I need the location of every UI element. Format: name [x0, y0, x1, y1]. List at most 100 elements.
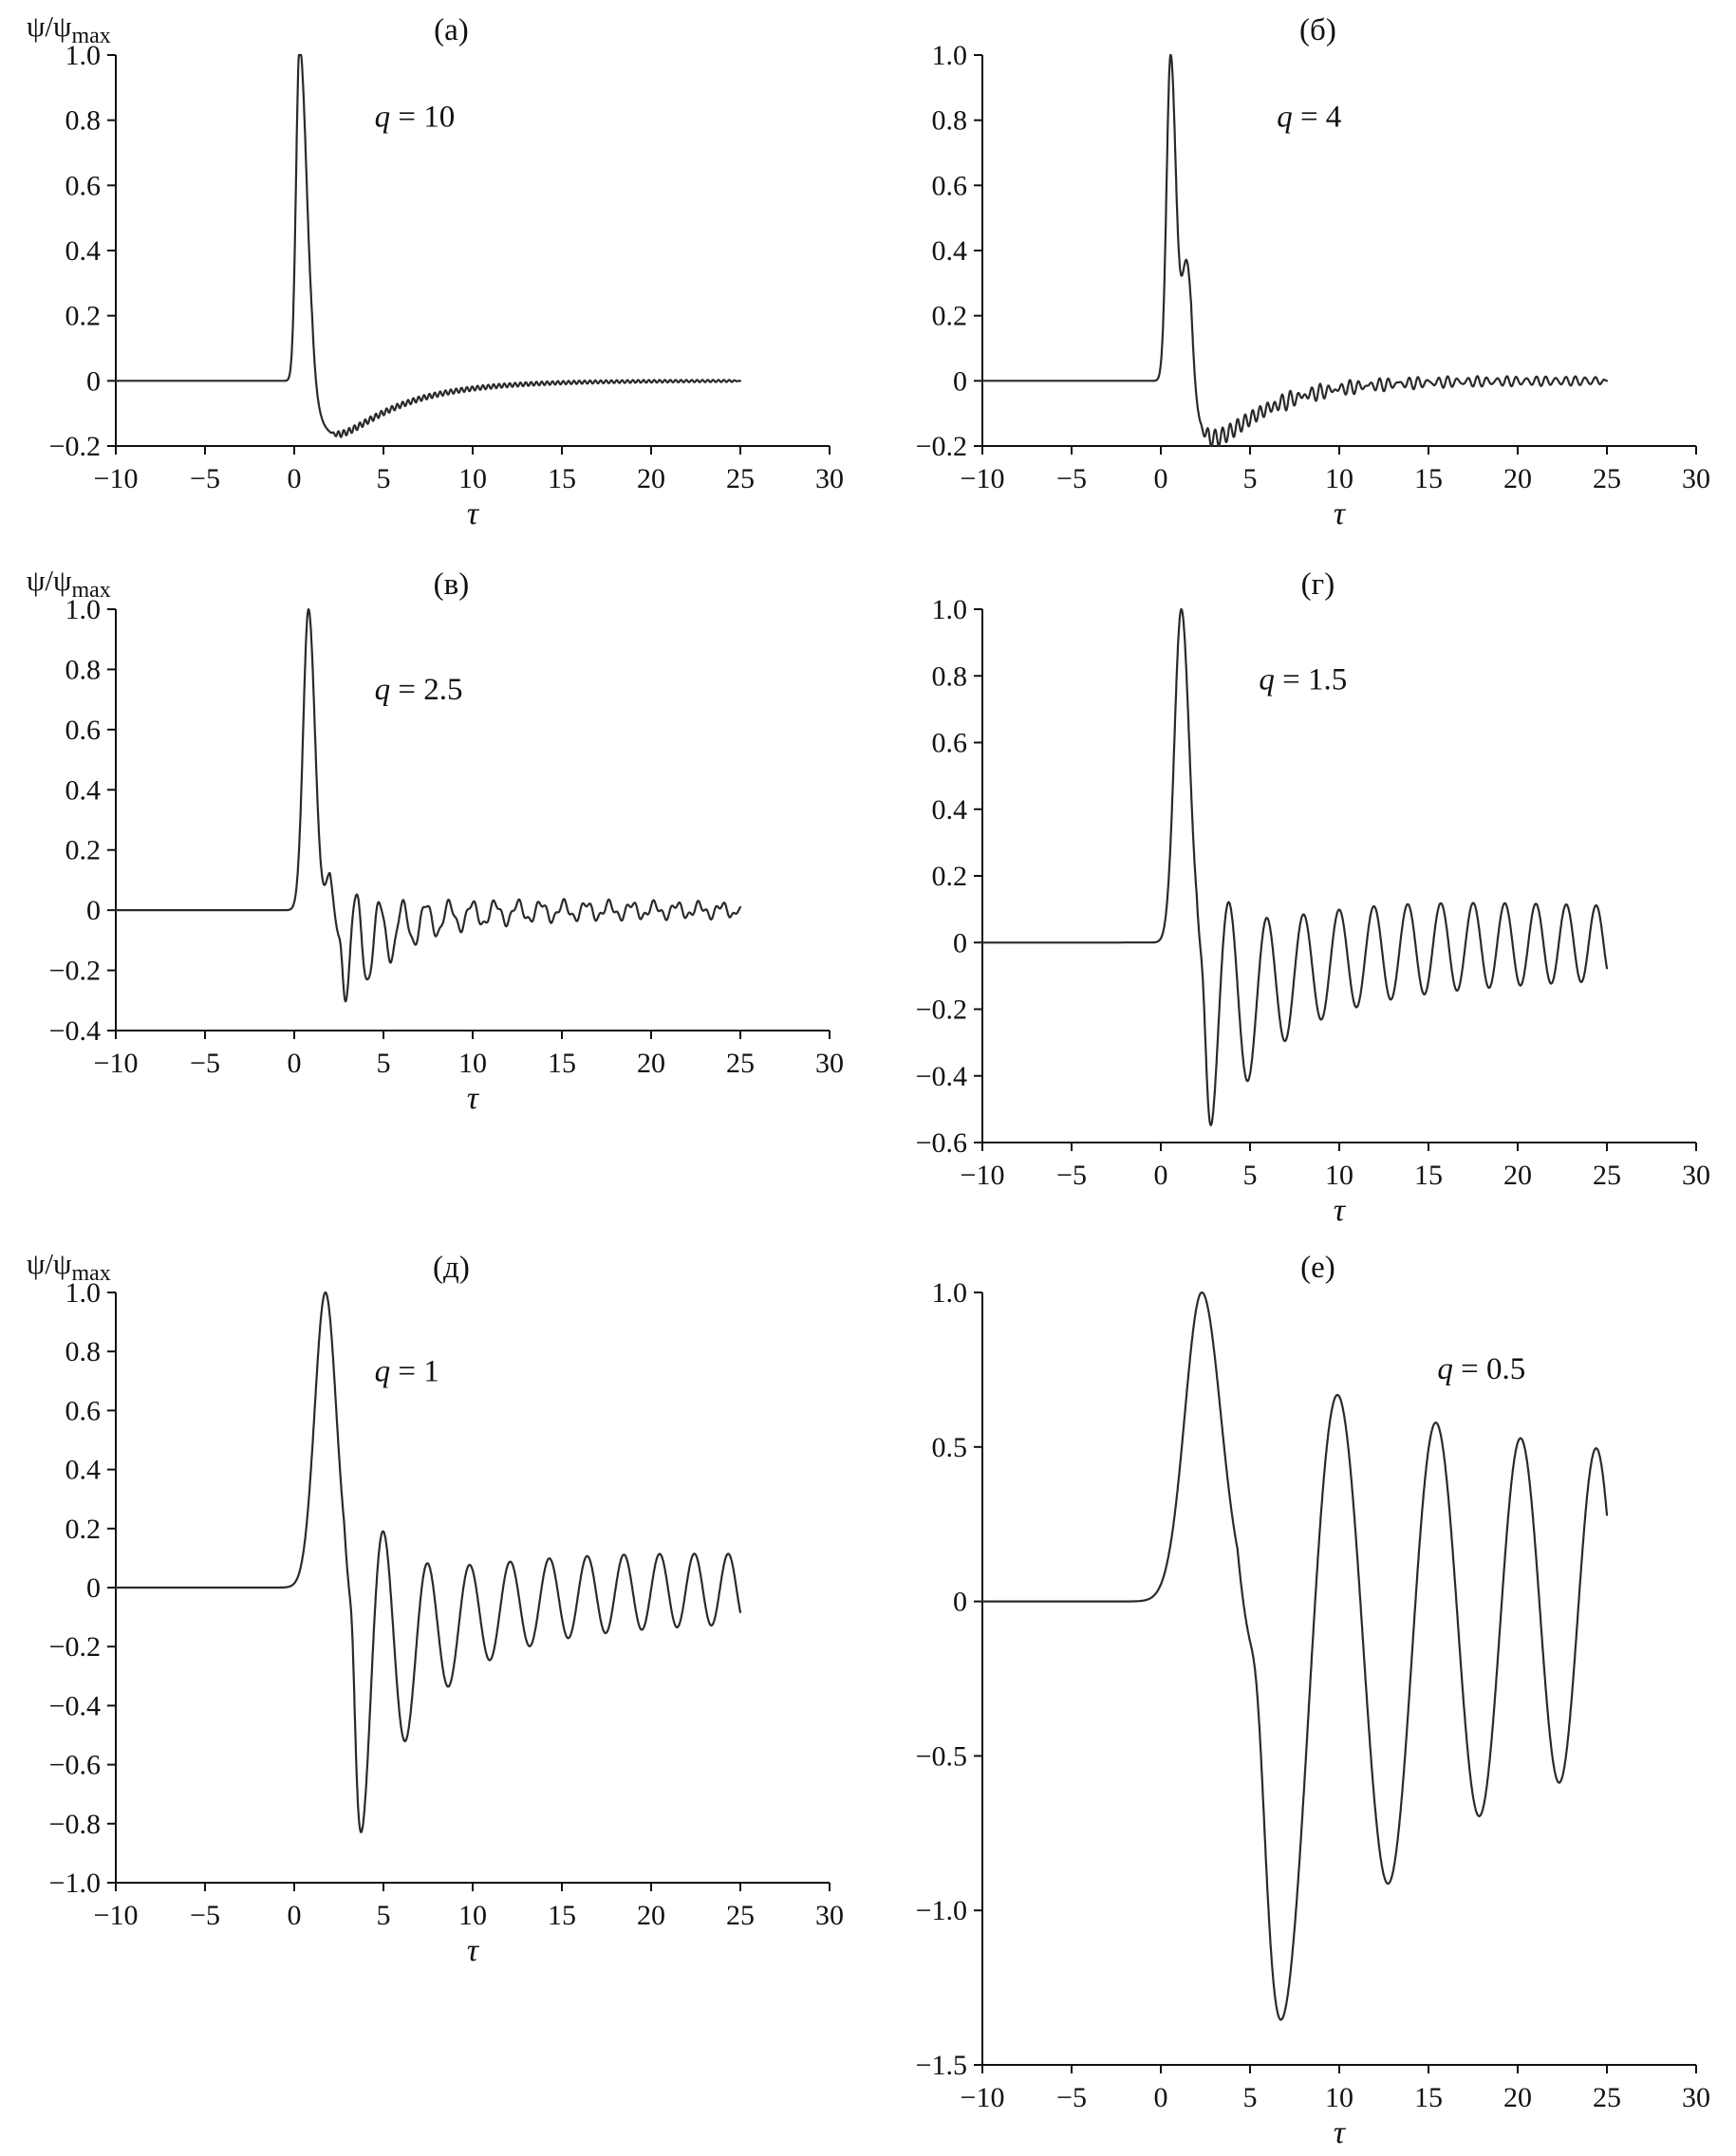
y-tick-label: 0.8 — [932, 660, 968, 692]
y-tick-label: −0.4 — [49, 1690, 101, 1721]
y-tick-label: 0.6 — [65, 170, 102, 201]
x-tick-label: 10 — [1325, 2082, 1353, 2113]
y-tick-label: 0.2 — [932, 301, 968, 332]
y-axis-title: ψ/ψmax — [27, 1247, 111, 1286]
y-tick-label: 0.4 — [65, 1455, 102, 1486]
y-tick-label: 0 — [86, 895, 101, 926]
y-tick-label: −0.5 — [916, 1740, 967, 1772]
y-tick-label: −0.2 — [916, 994, 967, 1026]
q-value: = 10 — [390, 101, 455, 135]
x-tick-label: 0 — [1154, 2082, 1168, 2113]
panel-title: (г) — [1301, 567, 1335, 602]
waveform-curve — [980, 1291, 1609, 2021]
x-tick-label: −5 — [190, 1048, 220, 1079]
x-tick-label: 30 — [815, 1900, 844, 1931]
x-tick-label: 10 — [458, 463, 487, 494]
x-tick-label: −10 — [961, 2082, 1005, 2113]
y-tick-label: −0.2 — [916, 431, 967, 462]
y-tick-label: −0.4 — [49, 1015, 101, 1047]
panel-e: −10 −5 0 5 10 15 20 25 30 −1.5 −1.0 −0.5 0 0.5 1.0 τ (е)… — [887, 1243, 1723, 2148]
x-tick-label: 25 — [726, 463, 755, 494]
x-tick-label: 30 — [815, 463, 844, 494]
x-tick-label: 0 — [288, 463, 302, 494]
x-tick-label: 30 — [1682, 2082, 1710, 2113]
x-tick-label: 25 — [1593, 463, 1621, 494]
x-tick-label: 10 — [1325, 463, 1353, 494]
y-tick-label: 0.8 — [932, 105, 968, 137]
x-tick-label: 25 — [1593, 2082, 1621, 2113]
y-tick-label: 0.2 — [65, 301, 102, 332]
q-annotation: q = 1 — [375, 1354, 439, 1388]
y-tick-label: 0.6 — [932, 170, 968, 201]
y-tick-label: −0.2 — [49, 1631, 101, 1663]
y-tick-label: −0.8 — [49, 1809, 101, 1840]
panel-d: −10 −5 0 5 10 15 20 25 30 −1.0 −0.8 −0.6 −0.4 −0.2 0 0.… — [21, 1243, 856, 1966]
q-value: = 1.5 — [1275, 662, 1347, 697]
y-axis-title: ψ/ψmax — [27, 564, 111, 603]
plot-svg: −10 −5 0 5 10 15 20 25 30 −0.4 −0.2 0 0.2 0.4 0.6 0.8 1.… — [27, 564, 844, 1114]
x-tick-label: 20 — [637, 463, 665, 494]
y-tick-label: 0.5 — [932, 1432, 968, 1463]
x-tick-label: 15 — [1414, 463, 1443, 494]
x-tick-label: 20 — [637, 1900, 665, 1931]
panel-title: (е) — [1300, 1251, 1335, 1285]
waveform-curve — [980, 608, 1609, 1126]
y-axis-title-sub: max — [71, 578, 110, 603]
panel-g: −10 −5 0 5 10 15 20 25 30 −0.6 −0.4 −0.2 0 0.2 0.4 0.6 0… — [887, 560, 1723, 1226]
q-annotation: q = 2.5 — [375, 673, 463, 707]
x-tick-label: 5 — [377, 1048, 391, 1079]
y-tick-label: 1.0 — [65, 594, 102, 625]
y-tick-label: 0.4 — [932, 794, 968, 826]
y-tick-label: 0 — [953, 365, 967, 397]
q-annotation: q = 10 — [375, 101, 456, 135]
axes — [115, 609, 830, 1032]
x-axis-title: τ — [467, 1081, 480, 1114]
y-tick-label: 1.0 — [932, 40, 968, 71]
y-tick-label: 0.8 — [65, 1336, 102, 1367]
x-axis-title: τ — [1334, 2115, 1347, 2148]
panel-title: (б) — [1299, 13, 1336, 47]
x-tick-label: 0 — [1154, 1160, 1168, 1191]
x-tick-label: 15 — [548, 1900, 576, 1931]
x-tick-label: 15 — [1414, 2082, 1443, 2113]
y-tick-label: −0.4 — [916, 1061, 967, 1092]
y-tick-label: 0 — [953, 927, 967, 958]
waveform-curve — [980, 53, 1609, 448]
y-tick-label: 1.0 — [932, 1277, 968, 1309]
x-tick-label: 5 — [1243, 2082, 1258, 2113]
q-var: q — [375, 101, 391, 135]
q-var: q — [375, 1354, 391, 1388]
y-tick-label: −0.2 — [49, 431, 101, 462]
x-tick-label: 30 — [1682, 1160, 1710, 1191]
x-axis-title: τ — [467, 1933, 480, 1966]
plot-svg: −10 −5 0 5 10 15 20 25 30 −0.6 −0.4 −0.2 0 0.2 0.4 0.6 0… — [916, 567, 1710, 1226]
x-tick-label: 25 — [1593, 1160, 1621, 1191]
y-tick-label: −1.0 — [916, 1895, 967, 1926]
x-tick-label: −10 — [94, 463, 139, 494]
y-tick-label: 0 — [953, 1587, 967, 1618]
x-axis-title: τ — [467, 496, 480, 530]
q-annotation: q = 1.5 — [1259, 662, 1347, 697]
q-value: = 2.5 — [390, 673, 462, 707]
x-tick-label: 15 — [548, 463, 576, 494]
waveform-curve — [114, 1291, 742, 1833]
x-tick-label: 10 — [1325, 1160, 1353, 1191]
x-tick-label: 5 — [1243, 1160, 1258, 1191]
x-tick-label: −5 — [190, 1900, 220, 1931]
x-tick-label: 20 — [1503, 463, 1532, 494]
y-tick-label: 1.0 — [65, 40, 102, 71]
y-tick-label: 0.2 — [65, 835, 102, 866]
y-tick-label: 0.8 — [65, 654, 102, 685]
axes — [981, 1292, 1696, 2066]
x-tick-label: 20 — [1503, 2082, 1532, 2113]
x-tick-label: −5 — [1056, 463, 1087, 494]
x-axis-title: τ — [1334, 496, 1347, 530]
y-tick-label: 0.4 — [65, 235, 102, 267]
q-var: q — [375, 673, 391, 707]
x-tick-label: 0 — [1154, 463, 1168, 494]
x-tick-label: 20 — [637, 1048, 665, 1079]
y-tick-label: 0.2 — [65, 1514, 102, 1545]
x-tick-label: −10 — [94, 1048, 139, 1079]
x-axis-title: τ — [1334, 1193, 1347, 1226]
x-tick-label: 20 — [1503, 1160, 1532, 1191]
